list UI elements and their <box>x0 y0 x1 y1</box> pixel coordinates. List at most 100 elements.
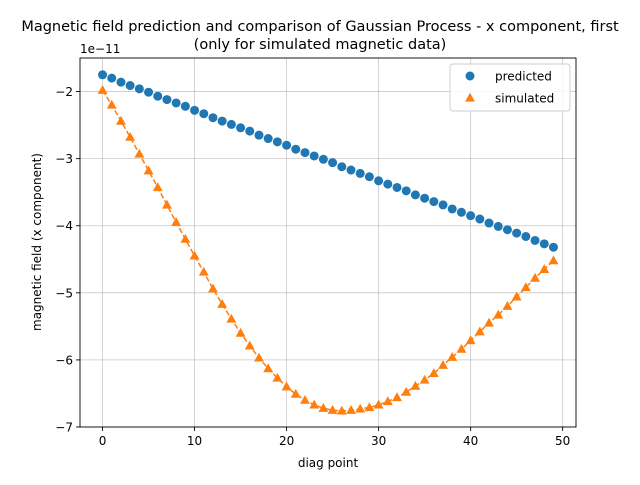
data-point-simulated <box>336 405 347 415</box>
data-point-predicted <box>190 105 200 115</box>
data-point-simulated <box>235 327 246 337</box>
y-tick-label: −7 <box>55 421 73 435</box>
y-tick-label: −5 <box>55 286 73 300</box>
x-tick-label: 30 <box>371 434 386 448</box>
data-point-predicted <box>493 221 503 231</box>
data-point-simulated <box>373 399 384 409</box>
data-point-simulated <box>419 374 430 384</box>
data-point-predicted <box>328 158 338 168</box>
data-point-simulated <box>410 380 421 390</box>
data-point-predicted <box>180 101 190 111</box>
data-point-predicted <box>153 91 163 101</box>
data-point-simulated <box>217 299 228 308</box>
data-point-predicted <box>162 95 172 105</box>
data-point-simulated <box>290 388 301 398</box>
data-point-simulated <box>125 131 136 141</box>
data-point-simulated <box>438 360 448 369</box>
data-point-predicted <box>456 207 466 217</box>
data-point-predicted <box>447 204 457 214</box>
data-point-predicted <box>374 176 384 186</box>
data-point-predicted <box>144 87 154 97</box>
y-tick-label: −2 <box>55 85 73 99</box>
x-tick-label: 10 <box>187 434 202 448</box>
data-point-predicted <box>337 162 347 172</box>
x-tick-label: 0 <box>99 434 107 448</box>
legend-label-predicted: predicted <box>495 70 552 84</box>
x-tick-label: 50 <box>555 434 570 448</box>
data-point-predicted <box>429 197 439 207</box>
data-point-predicted <box>208 113 218 123</box>
legend-marker-simulated <box>465 92 475 102</box>
data-point-simulated <box>327 405 338 414</box>
data-point-predicted <box>217 116 227 126</box>
data-point-simulated <box>401 386 412 396</box>
data-point-simulated <box>465 335 476 345</box>
data-point-predicted <box>466 211 476 221</box>
data-point-simulated <box>355 403 366 413</box>
y-offset-label: 1e−11 <box>80 42 120 56</box>
data-point-predicted <box>107 73 117 83</box>
data-point-simulated <box>162 199 172 209</box>
data-point-predicted <box>420 193 430 203</box>
data-point-predicted <box>410 190 420 200</box>
data-point-predicted <box>309 151 319 161</box>
data-point-simulated <box>134 148 145 158</box>
legend-box <box>449 63 571 112</box>
data-point-simulated <box>244 340 255 350</box>
x-axis-label: diag point <box>298 456 359 470</box>
data-point-simulated <box>309 399 320 409</box>
legend-marker-predicted <box>465 71 475 81</box>
data-point-predicted <box>98 70 108 80</box>
data-point-predicted <box>291 144 301 154</box>
data-point-predicted <box>530 235 540 245</box>
data-point-simulated <box>502 301 513 310</box>
legend-label-simulated: simulated <box>495 92 554 106</box>
plot-area: 0 10 20 30 40 50 −7 −6 −5 −4 −3 −2 <box>55 57 577 448</box>
data-point-predicted <box>438 200 448 210</box>
data-point-predicted <box>364 172 374 182</box>
data-point-simulated <box>520 282 531 292</box>
data-point-predicted <box>484 218 494 228</box>
data-point-simulated <box>152 182 163 192</box>
data-point-simulated <box>456 343 467 353</box>
data-point-predicted <box>236 123 246 133</box>
y-tick-label: −4 <box>55 219 73 233</box>
data-point-predicted <box>548 242 558 252</box>
data-point-simulated <box>300 394 310 404</box>
data-point-predicted <box>116 77 126 87</box>
data-point-simulated <box>143 165 154 175</box>
data-point-simulated <box>263 363 274 373</box>
data-point-simulated <box>272 372 283 382</box>
data-point-simulated <box>171 217 182 227</box>
data-point-simulated <box>511 291 522 301</box>
y-axis-label: magnetic field (x component) <box>30 153 44 331</box>
data-point-simulated <box>548 255 559 265</box>
data-point-simulated <box>180 233 191 243</box>
data-point-predicted <box>125 81 135 91</box>
data-point-simulated <box>281 381 292 391</box>
chart-title-line1: Magnetic field prediction and comparison… <box>21 19 619 35</box>
y-tick-label: −3 <box>55 152 73 166</box>
data-point-simulated <box>116 115 126 125</box>
data-point-predicted <box>521 231 531 241</box>
data-point-predicted <box>134 84 144 94</box>
axes-frame <box>79 57 577 428</box>
data-point-predicted <box>226 119 236 129</box>
data-point-predicted <box>346 165 356 175</box>
data-point-predicted <box>539 239 549 249</box>
data-point-predicted <box>502 225 512 235</box>
data-point-simulated <box>539 264 550 273</box>
data-point-simulated <box>447 352 458 361</box>
data-point-simulated <box>189 250 200 260</box>
data-point-simulated <box>364 402 375 412</box>
data-point-simulated <box>484 317 494 327</box>
data-point-predicted <box>171 98 181 108</box>
data-point-simulated <box>208 283 218 293</box>
data-point-predicted <box>199 109 209 119</box>
data-point-predicted <box>263 134 273 144</box>
data-point-simulated <box>318 403 329 412</box>
data-point-simulated <box>392 392 402 402</box>
data-point-simulated <box>493 309 504 319</box>
